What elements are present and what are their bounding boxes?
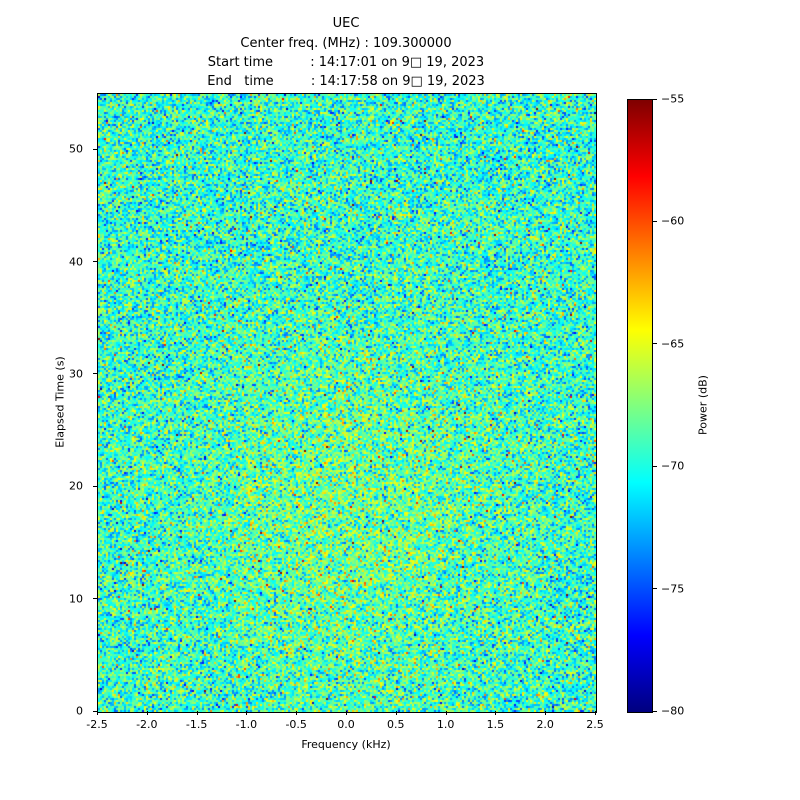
x-tick-label: -2.0 [136, 718, 158, 731]
y-tick-mark [93, 598, 97, 600]
x-tick-label: 2.0 [536, 718, 554, 731]
y-tick-mark [93, 710, 97, 712]
y-axis-tick-labels: 0 10 20 30 40 50 [0, 93, 97, 718]
colorbar-tick-label: −55 [661, 92, 685, 106]
x-tick-mark [146, 711, 148, 715]
x-tick-mark [545, 711, 547, 715]
start-time-line: Start time : 14:17:01 on 9□ 19, 2023 [207, 55, 485, 70]
colorbar-tick-labels: −55 −60 −65 −70 −75 −80 [653, 93, 713, 718]
colorbar-tick-mark [653, 98, 657, 100]
x-axis-tick-labels: -2.5 -2.0 -1.5 -1.0 -0.5 0.0 0.5 1.0 1.5 2.0 2.5 [86, 711, 604, 734]
x-tick-label: 0.5 [387, 718, 405, 731]
x-tick-label: -1.0 [235, 718, 258, 731]
x-tick-label: 1.5 [486, 718, 505, 731]
x-tick-label: -1.5 [185, 718, 208, 731]
y-tick-label: 30 [69, 367, 83, 381]
x-tick-mark [395, 711, 397, 715]
colorbar-gradient [628, 100, 652, 712]
x-tick-mark [495, 711, 497, 715]
end-time-line: End time : 14:17:58 on 9□ 19, 2023 [207, 74, 485, 89]
x-tick-label: 0.0 [337, 718, 355, 731]
colorbar-tick-mark [653, 588, 657, 590]
colorbar-tick-mark [653, 220, 657, 222]
x-tick-mark [595, 711, 596, 715]
figure-title: UEC [332, 16, 360, 31]
y-tick-mark [93, 485, 97, 487]
x-tick-mark [445, 711, 447, 715]
x-axis-label: Frequency (kHz) [301, 738, 391, 751]
y-tick-mark [93, 261, 97, 263]
colorbar-tick-mark [653, 465, 657, 467]
plot-area [97, 93, 597, 713]
colorbar-tick-label: −60 [661, 214, 685, 228]
y-tick-label: 20 [69, 479, 83, 493]
y-tick-mark [93, 373, 97, 375]
y-tick-label: 50 [69, 142, 83, 156]
colorbar-tick-mark [653, 710, 657, 712]
x-tick-mark [196, 711, 198, 715]
colorbar-tick-label: −70 [661, 459, 685, 473]
x-tick-mark [346, 711, 347, 715]
x-tick-mark [97, 711, 98, 715]
x-tick-mark [246, 711, 248, 715]
figure-header: UEC Center freq. (MHz) : 109.300000 Star… [0, 14, 692, 91]
y-tick-label: 10 [69, 592, 83, 606]
y-tick-label: 0 [76, 704, 83, 718]
colorbar-label: Power (dB) [696, 375, 710, 435]
x-tick-mark [296, 711, 298, 715]
x-tick-label: -0.5 [285, 718, 307, 731]
colorbar-tick-label: −65 [661, 337, 685, 351]
y-axis-label: Elapsed Time (s) [53, 356, 67, 448]
y-tick-mark [93, 148, 97, 150]
spectrogram-canvas [98, 94, 596, 712]
center-freq-line: Center freq. (MHz) : 109.300000 [240, 36, 452, 51]
x-tick-label: -2.5 [86, 718, 108, 731]
colorbar-tick-mark [653, 343, 657, 345]
x-tick-label: 2.5 [586, 718, 604, 731]
colorbar-tick-label: −75 [661, 582, 685, 596]
colorbar-tick-label: −80 [661, 704, 685, 718]
y-tick-label: 40 [69, 255, 83, 269]
colorbar [627, 99, 653, 713]
x-tick-label: 1.0 [436, 718, 455, 731]
